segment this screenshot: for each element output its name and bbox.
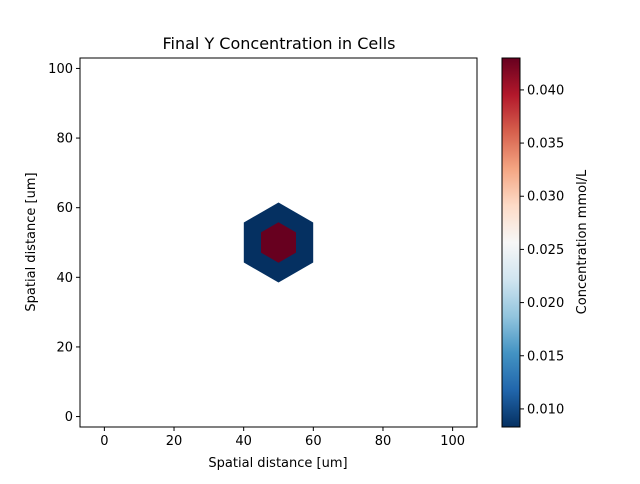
colorbar-tick-label: 0.030 — [527, 190, 564, 205]
colorbar-tick-label: 0.015 — [527, 349, 564, 364]
colorbar-tick-label: 0.010 — [527, 402, 564, 417]
y-axis-ticks: 0 20 40 60 80 100 — [48, 62, 80, 425]
colorbar: 0.010 0.015 0.020 0.025 0.030 0.035 0.040 Conc… — [501, 57, 590, 428]
y-tick-label: 100 — [48, 62, 73, 77]
x-tick-label: 100 — [440, 434, 465, 449]
colorbar-tick-label: 0.035 — [527, 137, 564, 152]
x-tick-label: 20 — [166, 434, 183, 449]
cells-layer — [243, 202, 314, 283]
x-tick-label: 60 — [305, 434, 322, 449]
colorbar-tick-label: 0.025 — [527, 243, 564, 258]
plot-area: 0 20 40 60 80 100 0 20 40 60 80 100 — [48, 57, 478, 449]
y-axis-label: Spatial distance [um] — [24, 172, 39, 311]
x-tick-label: 80 — [375, 434, 392, 449]
y-tick-label: 20 — [56, 340, 73, 355]
x-axis-label: Spatial distance [um] — [208, 456, 347, 471]
colorbar-ticks: 0.010 0.015 0.020 0.025 0.030 0.035 0.040 — [520, 83, 564, 417]
plot-frame — [79, 57, 478, 428]
chart-title: Final Y Concentration in Cells — [162, 34, 395, 53]
x-tick-label: 40 — [235, 434, 252, 449]
x-axis-ticks: 0 20 40 60 80 100 — [100, 427, 465, 449]
colorbar-tick-label: 0.020 — [527, 296, 564, 311]
colorbar-label: Concentration mmol/L — [575, 169, 590, 314]
x-tick-label: 0 — [100, 434, 108, 449]
y-tick-label: 40 — [56, 271, 73, 286]
y-tick-label: 80 — [56, 132, 73, 147]
cell-2 — [261, 222, 296, 263]
y-tick-label: 0 — [65, 410, 73, 425]
colorbar-gradient — [501, 57, 521, 428]
colorbar-tick-label: 0.040 — [527, 83, 564, 98]
y-tick-label: 60 — [56, 201, 73, 216]
